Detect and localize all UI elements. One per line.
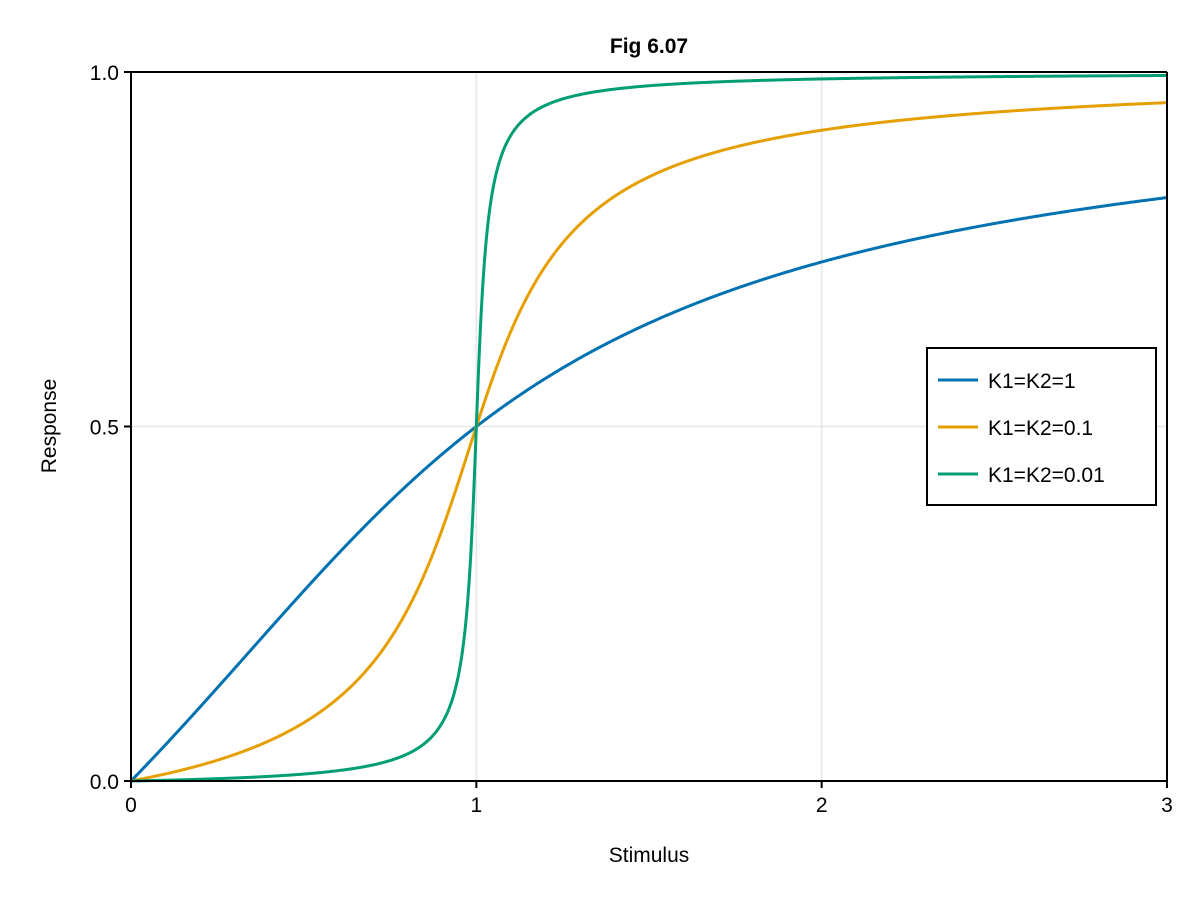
legend-label: K1=K2=1: [988, 370, 1076, 393]
legend-item: K1=K2=0.1: [938, 417, 1093, 440]
x-axis-label: Stimulus: [609, 844, 690, 867]
series-line: [130, 101, 1168, 783]
legend: K1=K2=1 K1=K2=0.1 K1=K2=0.01: [926, 347, 1157, 506]
legend-item: K1=K2=1: [938, 370, 1076, 393]
legend-label: K1=K2=0.1: [988, 417, 1093, 440]
series-line: [130, 73, 1168, 783]
x-axis-ticks: 0 1 2 3: [125, 781, 1173, 817]
y-tick-label: 0.5: [90, 417, 119, 440]
x-tick-label: 2: [816, 794, 828, 817]
x-tick-label: 0: [125, 794, 137, 817]
x-tick-label: 3: [1161, 794, 1173, 817]
plot-series: [129, 73, 1168, 783]
y-tick-label: 0.0: [90, 771, 119, 794]
y-tick-label: 1.0: [90, 62, 119, 85]
x-tick-label: 1: [470, 794, 482, 817]
y-axis-label: Response: [38, 379, 61, 474]
series-line: [129, 196, 1168, 783]
chart-title: Fig 6.07: [610, 35, 688, 58]
legend-item: K1=K2=0.01: [938, 464, 1105, 487]
legend-label: K1=K2=0.01: [988, 464, 1105, 487]
y-axis-ticks: 0.0 0.5 1.0: [90, 62, 131, 794]
